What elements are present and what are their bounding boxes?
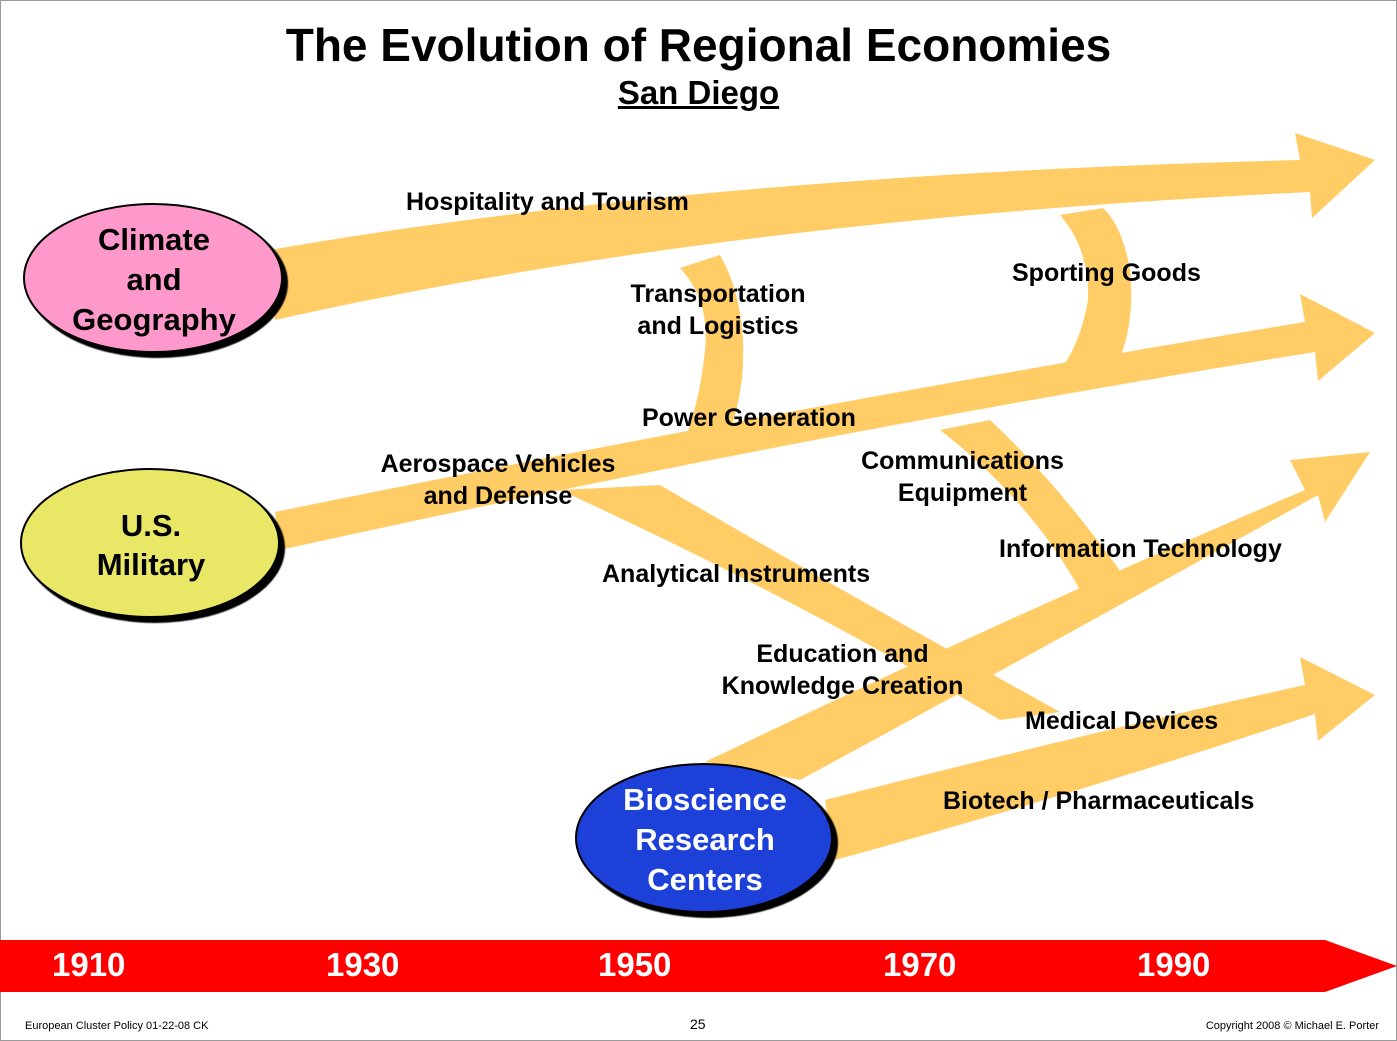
bioscience-line-3: Centers [647,862,763,897]
page-number: 25 [690,1016,706,1032]
military-line-2: Military [96,547,206,582]
year-1990: 1990 [1137,946,1211,983]
arrow-biotech [825,657,1375,860]
bioscience-line-2: Research [635,822,775,857]
transportation-line-1: Transportation [630,280,806,308]
label-transportation: Transportation and Logistics [618,278,818,342]
year-1970: 1970 [883,946,957,983]
footer-left: European Cluster Policy 01-22-08 CK [25,1020,209,1032]
oval-bioscience [575,763,833,913]
oval-label-climate: Climate and Geography [34,220,274,340]
subtitle-text: San Diego [617,74,780,111]
climate-line-1: Climate [98,222,210,257]
label-information-technology: Information Technology [999,535,1282,563]
timeline-bar [0,940,1397,992]
aerospace-line-1: Aerospace Vehicles [380,450,616,478]
label-medical-devices: Medical Devices [1025,707,1219,735]
education-line-2: Knowledge Creation [721,672,964,700]
year-1930: 1930 [326,946,400,983]
oval-us-military [20,468,280,618]
footer-right: Copyright 2008 © Michael E. Porter [1205,1020,1379,1032]
label-sporting-goods: Sporting Goods [1012,259,1201,287]
oval-label-bioscience: Bioscience Research Centers [585,780,825,900]
arrow-information-technology [705,452,1370,780]
bioscience-line-1: Bioscience [623,782,787,817]
education-line-1: Education and [756,640,929,668]
label-power-generation: Power Generation [642,404,856,432]
climate-line-2: and [126,262,182,297]
oval-label-military: U.S. Military [31,506,271,584]
year-1950: 1950 [598,946,672,983]
slide-subtitle: San Diego [0,74,1397,112]
label-analytical-instruments: Analytical Instruments [602,560,871,588]
label-aerospace: Aerospace Vehicles and Defense [368,448,628,512]
label-education: Education and Knowledge Creation [705,638,980,702]
aerospace-line-2: and Defense [423,482,573,510]
year-1910: 1910 [52,946,126,983]
military-line-1: U.S. [120,508,182,543]
label-biotech: Biotech / Pharmaceuticals [943,787,1255,815]
communications-line-2: Equipment [897,479,1028,507]
arrow-sporting-loop [1060,208,1132,370]
arrow-hospitality [270,133,1375,320]
arrow-communications-branch [940,420,1130,590]
label-hospitality: Hospitality and Tourism [406,188,689,216]
slide-title: The Evolution of Regional Economies [285,19,1112,71]
transportation-line-2: and Logistics [637,312,799,340]
climate-line-3: Geography [72,302,236,337]
communications-line-1: Communications [861,447,1064,475]
label-communications: Communications Equipment [850,445,1075,509]
oval-climate-geography [23,203,283,353]
arrow-transportation-loop [680,255,744,440]
